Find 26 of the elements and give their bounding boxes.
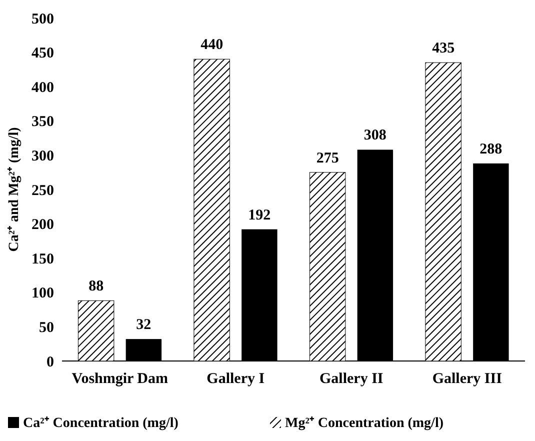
y-tick-label: 200 xyxy=(32,217,54,234)
y-tick-label: 150 xyxy=(32,251,54,268)
y-tick-label: 100 xyxy=(32,286,54,302)
x-tick-label: Gallery II xyxy=(320,371,384,387)
data-label: 275 xyxy=(316,150,339,166)
x-tick-label: Gallery III xyxy=(432,371,502,387)
y-tick-label: 500 xyxy=(32,11,54,28)
data-label: 32 xyxy=(136,317,152,334)
data-label: 192 xyxy=(248,207,271,224)
data-label: 308 xyxy=(364,128,386,144)
x-tick-label: Voshmgir Dam xyxy=(72,371,169,387)
data-label: 440 xyxy=(200,37,224,54)
y-tick-label: 300 xyxy=(32,148,54,164)
y-tick-label: 400 xyxy=(32,80,54,96)
y-tick-label: 0 xyxy=(46,354,54,370)
legend-label: Mg²⁺ Concentration (mg/l) xyxy=(285,416,444,431)
data-label: 435 xyxy=(432,40,455,57)
y-tick-label: 350 xyxy=(32,114,54,130)
y-tick-label: 250 xyxy=(32,182,54,199)
data-label: 288 xyxy=(480,141,502,158)
y-tick-label: 450 xyxy=(32,46,54,62)
y-axis-title: Ca²⁺ and Mg²⁺ (mg/l) xyxy=(7,126,22,252)
legend-label: Ca²⁺ Concentration (mg/l) xyxy=(23,416,179,431)
x-tick-label: Gallery I xyxy=(206,371,265,387)
y-tick-label: 50 xyxy=(39,320,54,336)
data-label: 88 xyxy=(88,278,104,295)
